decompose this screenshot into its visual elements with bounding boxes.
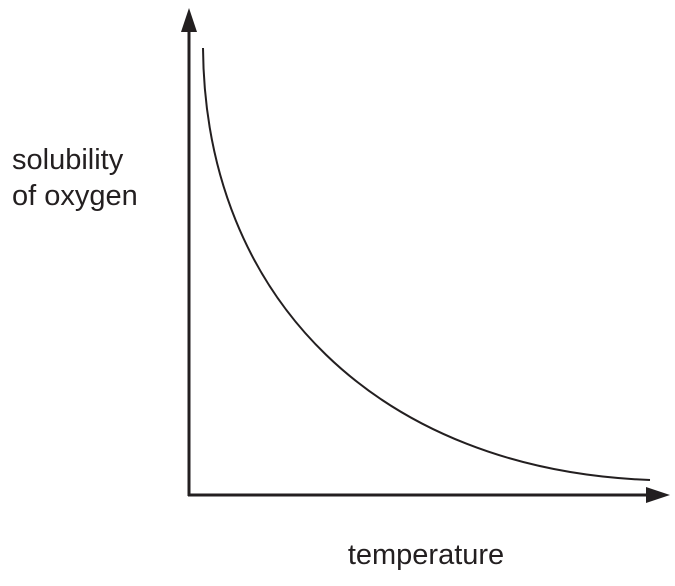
y-axis-label: solubility <box>12 144 124 176</box>
x-axis-arrow <box>646 487 670 503</box>
curve <box>202 47 651 481</box>
y-axis-arrow <box>181 8 197 32</box>
y-axis-label: of oxygen <box>12 180 138 212</box>
x-axis-label: temperature <box>348 539 504 571</box>
